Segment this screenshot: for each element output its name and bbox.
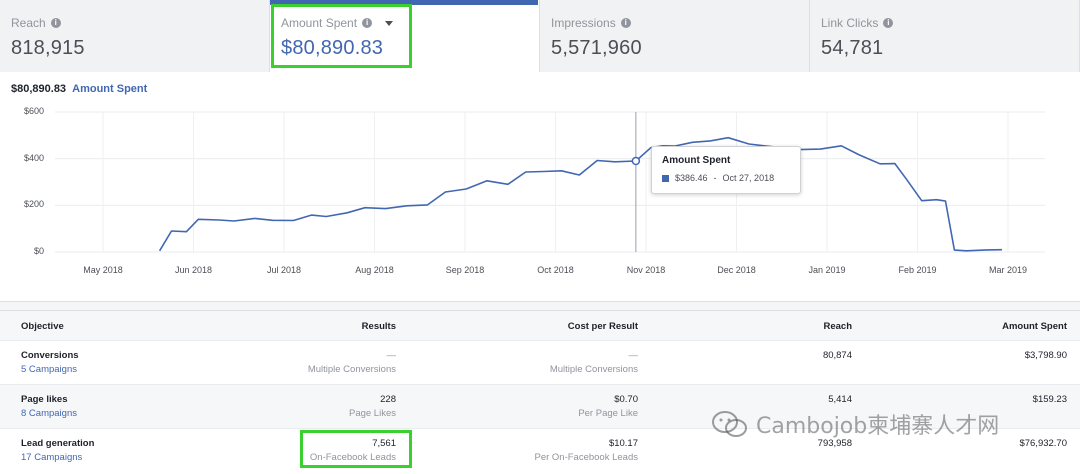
objective-name: Conversions (21, 350, 79, 361)
results-type: On-Facebook Leads (309, 452, 396, 463)
tab-impressions[interactable]: Impressions i 5,571,960 (540, 0, 810, 72)
series-line-amount-spent[interactable] (158, 136, 1003, 252)
x-tick-label: Nov 2018 (626, 265, 666, 275)
chart-panel: $80,890.83 Amount Spent $0 $200 $400 $600 M… (0, 72, 1080, 302)
table-row: Lead generation 17 Campaigns 7,561 On-Fa… (0, 429, 1080, 474)
y-tick-label: $400 (23, 152, 44, 163)
tab-label: Link Clicks (821, 16, 879, 30)
tooltip-separator: - (713, 173, 717, 183)
reach-value: 80,874 (822, 350, 852, 361)
results-type: Page Likes (348, 408, 396, 419)
x-tick-label: Aug 2018 (355, 265, 394, 275)
tab-label: Reach (11, 16, 46, 30)
cost-per-result-value: — (628, 350, 639, 361)
tooltip-title: Amount Spent (662, 155, 731, 166)
y-tick-label: $600 (23, 106, 44, 116)
x-tick-label: May 2018 (83, 265, 123, 275)
y-tick-label: $0 (33, 246, 44, 256)
objective-name: Lead generation (21, 438, 95, 449)
y-tick-label: $200 (23, 199, 44, 210)
cost-per-result-type: Per Page Like (578, 408, 638, 419)
campaigns-link[interactable]: 8 Campaigns (21, 408, 77, 419)
series-swatch (662, 174, 669, 182)
tab-value: 5,571,960 (551, 37, 642, 59)
table-row: Page likes 8 Campaigns 228 Page Likes $0… (0, 385, 1080, 429)
info-icon[interactable]: i (362, 18, 373, 28)
amount-spent-value: $76,932.70 (1019, 438, 1067, 449)
amount-spent-value: $3,798.90 (1024, 350, 1067, 361)
amount-spent-value: $159.23 (1032, 394, 1067, 405)
info-icon[interactable]: i (883, 18, 894, 28)
chart-header: $80,890.83 Amount Spent (11, 83, 147, 95)
metric-tabs: Reach i 818,915 Amount Spent i $80,890.83 … (0, 0, 1080, 72)
x-tick-label: Oct 2018 (537, 265, 574, 275)
tab-amount-spent[interactable]: Amount Spent i $80,890.83 (270, 0, 540, 72)
tab-reach[interactable]: Reach i 818,915 (0, 0, 270, 72)
x-tick-label: Jan 2019 (808, 265, 846, 275)
chevron-down-icon[interactable] (385, 20, 394, 26)
cost-per-result-value: $10.17 (608, 438, 638, 449)
line-chart[interactable] (0, 72, 1080, 302)
tab-link-clicks[interactable]: Link Clicks i 54,781 (810, 0, 1080, 72)
info-icon[interactable]: i (620, 18, 631, 28)
cost-per-result-value: $0.70 (614, 394, 638, 405)
hover-point[interactable] (631, 156, 641, 166)
column-header-objective[interactable]: Objective (21, 321, 64, 332)
x-tick-label: Jun 2018 (174, 265, 213, 275)
tab-label: Impressions (551, 16, 616, 30)
tooltip-date: Oct 27, 2018 (722, 173, 775, 183)
campaigns-link[interactable]: 17 Campaigns (21, 452, 83, 463)
tab-value: $80,890.83 (281, 37, 384, 59)
column-header-results[interactable]: Results (361, 321, 396, 332)
objective-name: Page likes (21, 394, 68, 405)
results-value: 228 (380, 394, 396, 405)
tab-value: 54,781 (821, 37, 884, 59)
x-tick-label: Sep 2018 (445, 265, 485, 275)
tab-value: 818,915 (11, 37, 85, 59)
reach-value: 793,958 (817, 438, 852, 449)
results-value: 7,561 (372, 438, 396, 449)
x-tick-label: Feb 2019 (898, 265, 937, 275)
table-row: Conversions 5 Campaigns — Multiple Conve… (0, 341, 1080, 385)
column-header-amount-spent[interactable]: Amount Spent (1002, 321, 1067, 332)
results-table: Objective Results Cost per Result Reach … (0, 310, 1080, 474)
campaigns-link[interactable]: 5 Campaigns (21, 364, 77, 375)
wechat-icon (712, 411, 747, 437)
reach-value: 5,414 (828, 394, 852, 405)
cost-per-result-type: Per On-Facebook Leads (534, 452, 638, 463)
x-tick-label: Mar 2019 (988, 265, 1028, 275)
column-header-reach[interactable]: Reach (823, 321, 852, 332)
chart-tooltip: Amount Spent $386.46 - Oct 27, 2018 (651, 146, 801, 194)
x-tick-label: Dec 2018 (717, 265, 756, 275)
tooltip-value: $386.46 (675, 173, 708, 183)
table-header: Objective Results Cost per Result Reach … (0, 311, 1080, 341)
lead-results-highlight (300, 430, 412, 468)
active-tab-indicator (270, 0, 538, 5)
watermark: Cambojob柬埔寨人才网 (710, 408, 999, 440)
info-icon[interactable]: i (50, 18, 61, 28)
chart-metric-label: Amount Spent (72, 83, 148, 95)
tab-label: Amount Spent (281, 16, 358, 30)
column-header-cost-per-result[interactable]: Cost per Result (567, 321, 638, 332)
results-type: Multiple Conversions (307, 364, 396, 375)
cost-per-result-type: Multiple Conversions (549, 364, 638, 375)
chart-total: $80,890.83 (11, 83, 67, 95)
amount-spent-highlight (271, 4, 412, 68)
x-tick-label: Jul 2018 (266, 265, 302, 275)
results-value: — (386, 350, 397, 361)
watermark-text: Cambojob柬埔寨人才网 (756, 414, 1000, 439)
